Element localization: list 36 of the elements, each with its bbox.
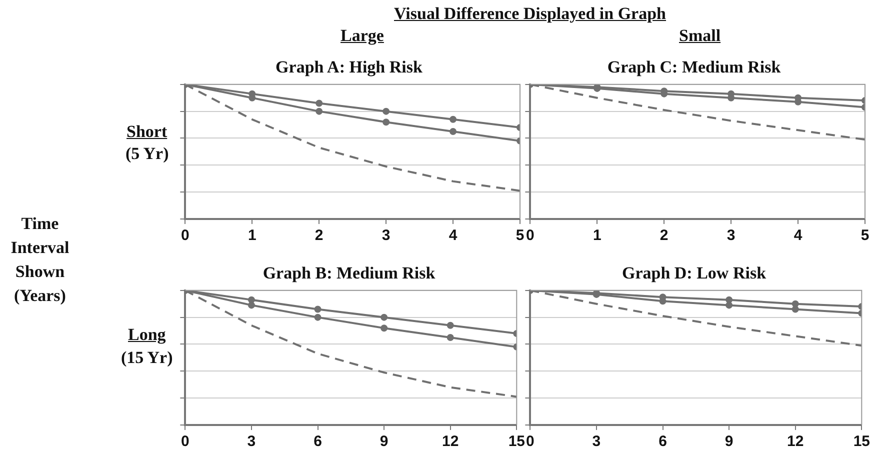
x-tick-label: 3 — [592, 433, 601, 450]
x-tick-label: 12 — [442, 433, 459, 450]
text: Short — [126, 122, 168, 142]
x-tick-label: 6 — [658, 433, 667, 450]
chart-title: Graph C: Medium Risk — [607, 58, 782, 77]
x-tick-label: 3 — [382, 227, 390, 244]
x-tick-label: 9 — [724, 433, 734, 450]
x-tick-label: 0 — [526, 227, 534, 244]
x-tick-label: 3 — [726, 227, 736, 244]
text: (15 Yr) — [121, 348, 173, 368]
chart-title: Graph D: Low Risk — [622, 264, 767, 283]
text: Small — [679, 26, 721, 46]
x-tick-label: 2 — [314, 227, 324, 244]
x-tick-label: 6 — [314, 433, 322, 450]
text: (5 Yr) — [126, 144, 169, 164]
x-tick-label: 0 — [181, 433, 190, 450]
text: Long — [128, 325, 166, 345]
x-tick-label: 1 — [592, 227, 602, 244]
x-tick-label: 4 — [794, 227, 803, 244]
x-tick-label: 0 — [526, 433, 534, 450]
x-tick-label: 4 — [448, 227, 458, 244]
text: Visual Difference Displayed in Graph — [394, 4, 666, 24]
chart-title: Graph B: Medium Risk — [262, 264, 436, 283]
x-tick-label: 1 — [248, 227, 256, 244]
x-tick-label: 12 — [787, 433, 804, 450]
x-tick-label: 15 — [853, 433, 870, 450]
x-tick-label: 5 — [860, 227, 870, 244]
text: Time Interval Shown (Years) — [10, 213, 70, 307]
x-tick-label: 0 — [181, 227, 190, 244]
x-tick-label: 15 — [508, 433, 525, 450]
x-tick-label: 3 — [247, 433, 256, 450]
x-tick-label: 9 — [380, 433, 388, 450]
text: Large — [340, 26, 384, 46]
chart-title: Graph A: High Risk — [276, 58, 423, 77]
x-tick-label: 2 — [660, 227, 668, 244]
x-tick-label: 5 — [516, 227, 524, 244]
